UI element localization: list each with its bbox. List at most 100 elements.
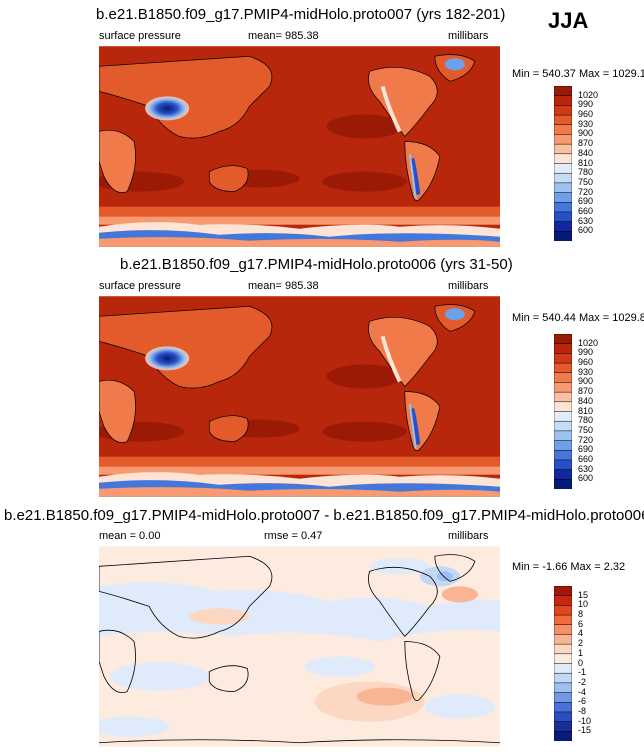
colorbar-label: 750 <box>578 176 594 187</box>
colorbar-label: 960 <box>578 109 594 120</box>
colorbar-label: -2 <box>578 676 587 687</box>
colorbar-label: 810 <box>578 405 594 416</box>
colorbar-label: 8 <box>578 609 584 620</box>
colorbar-swatch <box>554 586 572 597</box>
colorbar-label: 780 <box>578 167 594 178</box>
panel-3-mean: mean = 0.00 <box>99 530 161 542</box>
colorbar-swatch <box>554 721 572 733</box>
colorbar-swatch <box>554 634 572 645</box>
colorbar-swatch <box>554 114 572 126</box>
colorbar-label: 870 <box>578 386 594 397</box>
colorbar-swatch <box>554 702 572 713</box>
colorbar-label: -4 <box>578 686 587 697</box>
colorbar-swatch <box>554 391 572 403</box>
panel-1-mean: mean= 985.38 <box>248 30 319 42</box>
colorbar-swatch <box>554 479 572 489</box>
colorbar-label: 2 <box>578 638 584 649</box>
colorbar-label: 900 <box>578 376 594 387</box>
colorbar-swatch <box>554 163 572 174</box>
colorbar-swatch <box>554 372 572 384</box>
colorbar-label: -15 <box>578 725 592 736</box>
colorbar-label: 930 <box>578 366 594 377</box>
colorbar-label: -1 <box>578 667 587 678</box>
colorbar-swatch <box>554 682 572 694</box>
colorbar-swatch <box>554 153 572 165</box>
colorbar-label: 630 <box>578 215 594 226</box>
colorbar-swatch <box>554 124 572 136</box>
colorbar-swatch <box>554 692 572 703</box>
colorbar-label: 1 <box>578 647 584 658</box>
colorbar-swatch <box>554 211 572 223</box>
panel-2-title: b.e21.B1850.f09_g17.PMIP4-midHolo.proto0… <box>120 256 513 273</box>
colorbar-label: 660 <box>578 205 594 216</box>
colorbar-swatch <box>554 420 572 432</box>
colorbar-label: 690 <box>578 196 594 207</box>
colorbar-swatch <box>554 614 572 626</box>
colorbar-label: 720 <box>578 186 594 197</box>
panel-3-title: b.e21.B1850.f09_g17.PMIP4-midHolo.proto0… <box>4 507 644 524</box>
colorbar-swatch <box>554 440 572 451</box>
colorbar-label: 4 <box>578 628 584 639</box>
colorbar-swatch <box>554 334 572 345</box>
panel-1-colorbar <box>554 86 572 241</box>
panel-3-rmse: rmse = 0.47 <box>264 530 323 542</box>
colorbar-swatch <box>554 643 572 655</box>
colorbar-label: 870 <box>578 138 594 149</box>
colorbar-swatch <box>554 672 572 684</box>
colorbar-swatch <box>554 605 572 616</box>
panel-2-map <box>99 296 500 497</box>
colorbar-label: 990 <box>578 347 594 358</box>
panel-2-minmax: Min = 540.44 Max = 1029.80 <box>512 312 644 324</box>
colorbar-label: 660 <box>578 453 594 464</box>
colorbar-label: 1020 <box>578 337 599 348</box>
panel-1-minmax: Min = 540.37 Max = 1029.15 <box>512 68 644 80</box>
colorbar-swatch <box>554 202 572 213</box>
colorbar-swatch <box>554 711 572 723</box>
colorbar-swatch <box>554 143 572 155</box>
colorbar-label: 990 <box>578 99 594 110</box>
colorbar-swatch <box>554 450 572 461</box>
colorbar-swatch <box>554 105 572 116</box>
panel-1-units: millibars <box>448 30 489 42</box>
colorbar-label: 840 <box>578 147 594 158</box>
colorbar-label: 900 <box>578 128 594 139</box>
colorbar-label: 0 <box>578 657 584 668</box>
colorbar-swatch <box>554 469 572 481</box>
colorbar-swatch <box>554 459 572 471</box>
colorbar-swatch <box>554 134 572 145</box>
colorbar-label: 780 <box>578 415 594 426</box>
colorbar-swatch <box>554 663 572 674</box>
colorbar-label: 960 <box>578 357 594 368</box>
colorbar-swatch <box>554 653 572 665</box>
colorbar-label: 630 <box>578 463 594 474</box>
panel-3-minmax: Min = -1.66 Max = 2.32 <box>512 561 626 573</box>
colorbar-swatch <box>554 382 572 393</box>
colorbar-swatch <box>554 411 572 422</box>
colorbar-swatch <box>554 231 572 241</box>
colorbar-swatch <box>554 362 572 374</box>
colorbar-swatch <box>554 401 572 413</box>
season-label: JJA <box>548 8 589 33</box>
colorbar-label: 15 <box>578 589 589 600</box>
panel-2-units: millibars <box>448 280 489 292</box>
colorbar-swatch <box>554 343 572 355</box>
panel-1-title: b.e21.B1850.f09_g17.PMIP4-midHolo.proto0… <box>96 6 506 23</box>
colorbar-label: -8 <box>578 705 587 716</box>
panel-2-mean: mean= 985.38 <box>248 280 319 292</box>
colorbar-swatch <box>554 731 572 741</box>
colorbar-label: -6 <box>578 696 587 707</box>
colorbar-swatch <box>554 172 572 184</box>
colorbar-swatch <box>554 430 572 442</box>
colorbar-swatch <box>554 86 572 97</box>
colorbar-label: 1020 <box>578 89 599 100</box>
panel-3-colorbar <box>554 586 572 741</box>
colorbar-label: 840 <box>578 395 594 406</box>
colorbar-label: 690 <box>578 444 594 455</box>
colorbar-swatch <box>554 624 572 636</box>
colorbar-label: 720 <box>578 434 594 445</box>
panel-1-map <box>99 46 500 247</box>
panel-3-map <box>99 546 500 747</box>
colorbar-label: 6 <box>578 618 584 629</box>
panel-1-field: surface pressure <box>99 30 181 42</box>
panel-3-units: millibars <box>448 530 489 542</box>
